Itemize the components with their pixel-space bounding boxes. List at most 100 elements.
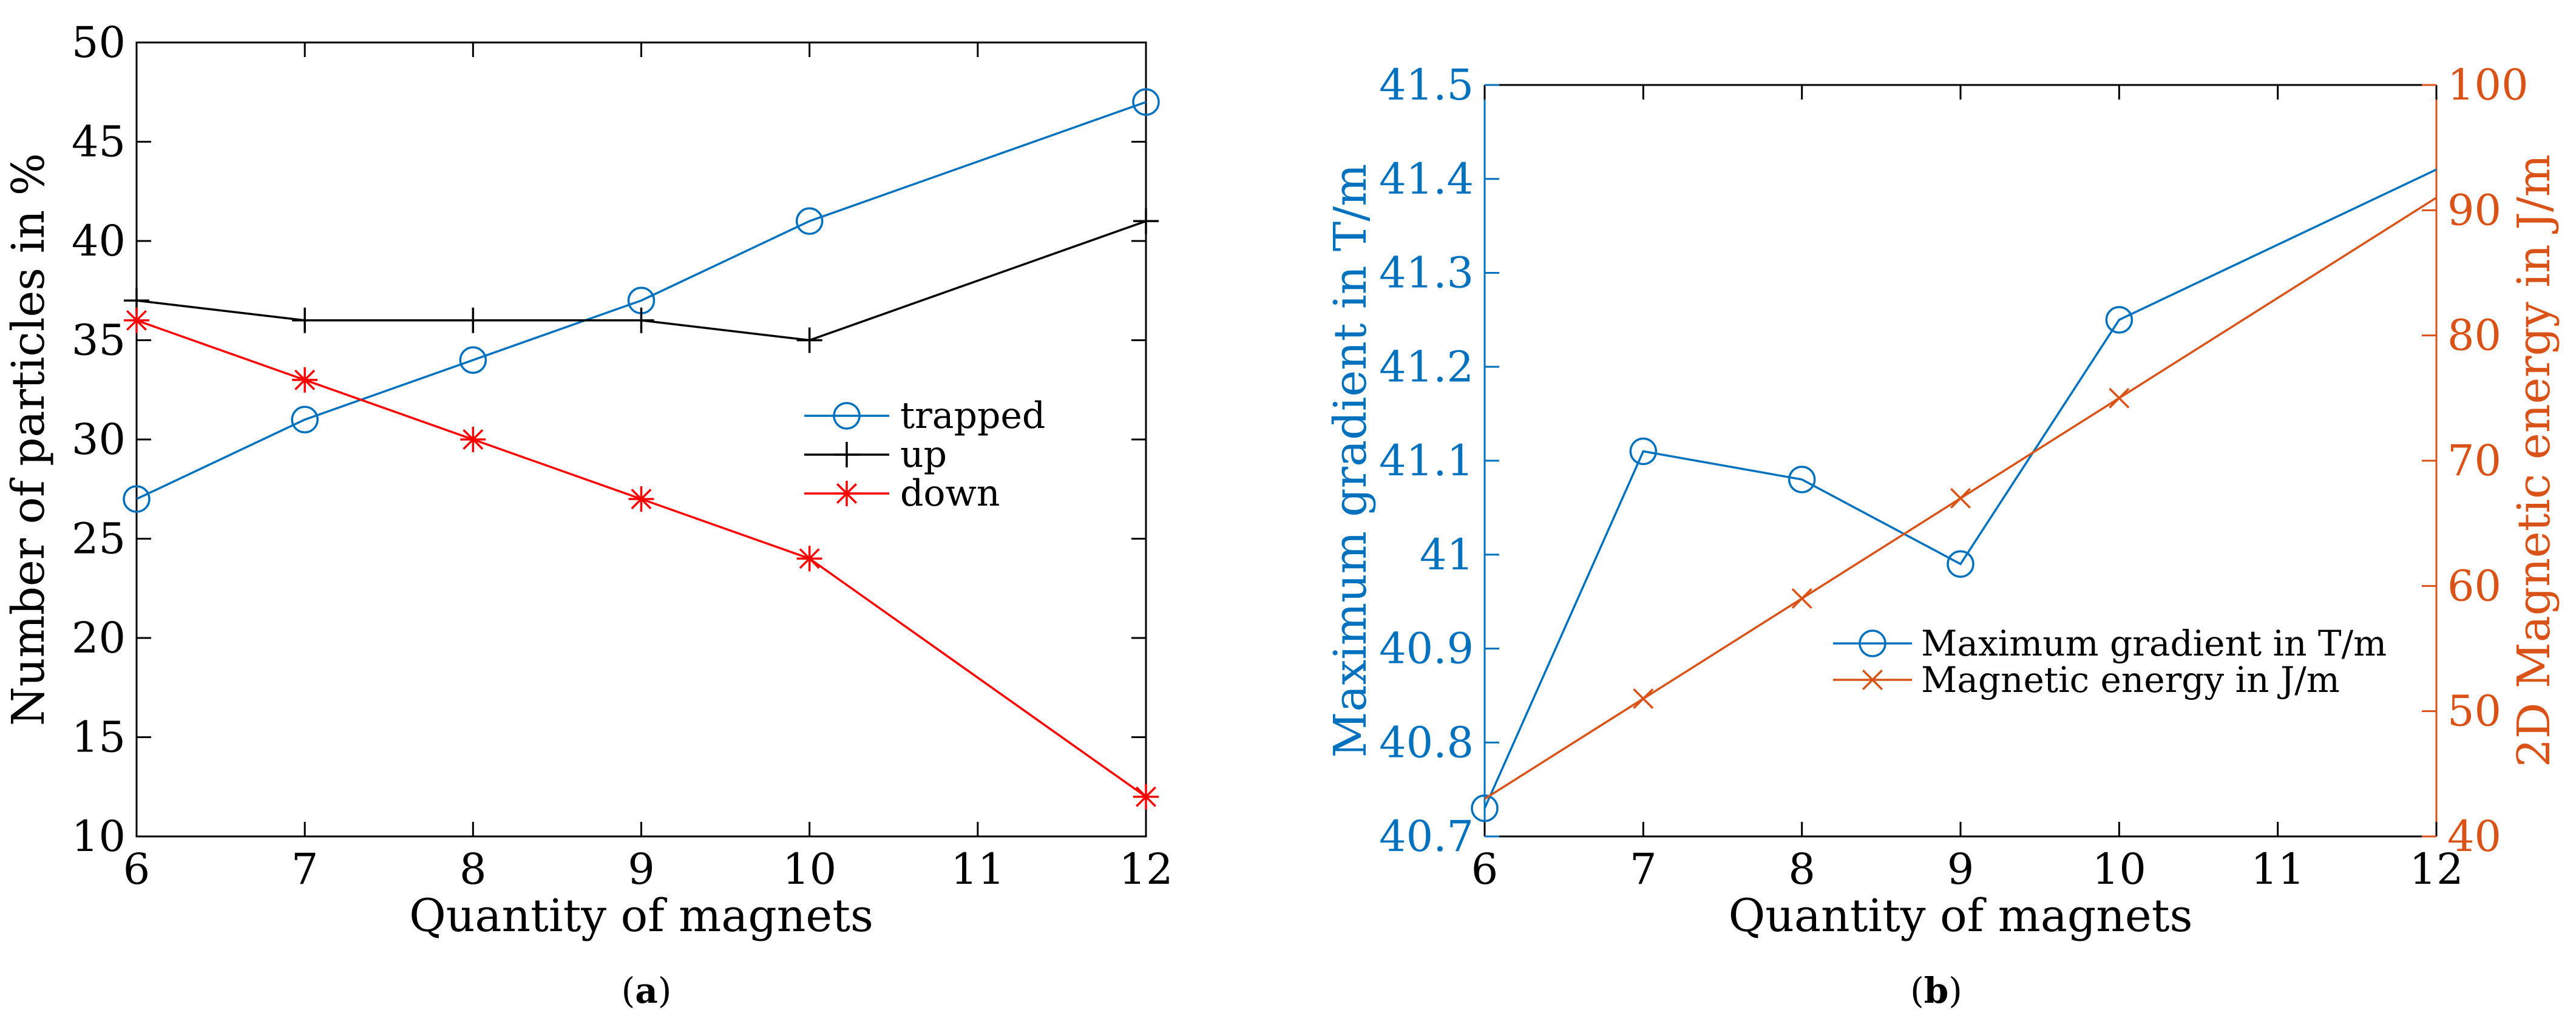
y-right-tick-label: 80 <box>2447 311 2501 361</box>
marker-up <box>1133 208 1159 234</box>
marker-down <box>124 307 149 333</box>
legend-marker-up <box>834 442 859 467</box>
series-line-trapped <box>136 101 1147 500</box>
y-right-tick-label: 50 <box>2447 687 2501 736</box>
series-left <box>1471 168 2437 822</box>
x-tick-label: 6 <box>1471 844 1499 894</box>
marker-trapped <box>1132 88 1160 116</box>
x-tick-label: 10 <box>2092 844 2146 894</box>
y-tick-label: 20 <box>72 613 126 663</box>
x-tick-label: 7 <box>1630 844 1657 894</box>
marker-trapped <box>291 405 319 434</box>
x-tick-label: 11 <box>951 844 1005 894</box>
y-right-tick-label: 40 <box>2447 812 2501 861</box>
series-right <box>1484 197 2437 800</box>
y-right-tick-label: 60 <box>2447 561 2501 611</box>
marker-right <box>1791 588 1812 609</box>
x-tick-label: 10 <box>782 844 836 894</box>
marker-trapped <box>459 346 487 374</box>
series-line-left <box>1483 168 2437 809</box>
panel-b-chart: 6 7 8 9 10 11 12 40.7 40.8 40.9 41 41.1 41.2 41.3 41.4… <box>1324 60 2560 942</box>
y-left-tick-label: 40.7 <box>1379 812 1474 861</box>
series-up <box>124 208 1159 353</box>
y-left-tick-label: 40.8 <box>1379 717 1474 767</box>
plot-frame <box>135 41 1147 838</box>
y-tick-label: 10 <box>72 812 126 861</box>
legend-label-down: down <box>900 472 1000 515</box>
y-tick-label: 15 <box>72 713 126 762</box>
legend-marker-right <box>1862 670 1883 690</box>
x-tick-label: 9 <box>1947 844 1974 894</box>
marker-down <box>460 427 486 452</box>
legend-marker-trapped <box>833 402 861 430</box>
caption-a-open: ( <box>622 970 636 1011</box>
x-tick-label: 8 <box>459 844 487 894</box>
series-line-down <box>136 319 1147 798</box>
x-tick-label: 9 <box>628 844 655 894</box>
y-tick-label: 50 <box>72 18 126 67</box>
x-axis-label: Quantity of magnets <box>1729 890 2193 942</box>
series-trapped <box>123 88 1160 513</box>
y-tick-label: 25 <box>72 514 126 564</box>
marker-up <box>628 307 654 333</box>
marker-left <box>1629 437 1658 466</box>
y-right-tick-label: 70 <box>2447 436 2501 486</box>
marker-up <box>292 307 318 333</box>
y-left-axis-label: Maximum gradient in T/m <box>1324 164 1377 758</box>
x-tick-label: 12 <box>1119 844 1173 894</box>
x-tick-label: 12 <box>2409 844 2463 894</box>
marker-down <box>292 367 318 393</box>
y-axis-label: Number of particles in % <box>2 153 55 726</box>
marker-up <box>460 307 486 333</box>
marker-right <box>2109 387 2130 409</box>
marker-left <box>1471 794 1499 822</box>
legend-label-up: up <box>900 433 947 476</box>
caption-b-open: ( <box>1910 970 1924 1011</box>
caption-a-close: ) <box>658 970 672 1011</box>
series-down <box>124 307 1159 810</box>
marker-down <box>796 546 822 572</box>
caption-a-letter: a <box>635 970 658 1011</box>
x-axis-label: Quantity of magnets <box>409 890 873 942</box>
marker-left <box>1947 550 1974 578</box>
y-tick-label: 45 <box>72 117 126 167</box>
y-right-tick-label: 100 <box>2447 60 2529 110</box>
marker-down <box>1133 784 1159 810</box>
marker-left <box>1788 466 1816 493</box>
panel-a-caption: (a) <box>622 970 672 1011</box>
y-left-tick-label: 41.5 <box>1379 60 1474 110</box>
caption-b-letter: b <box>1924 970 1949 1011</box>
marker-trapped <box>123 485 151 513</box>
y-right-axis-label: 2D Magnetic energy in J/m <box>2508 154 2560 767</box>
x-tick-label: 6 <box>123 844 151 894</box>
legend-label-left: Maximum gradient in T/m <box>1921 623 2387 664</box>
panel-a-chart: 6 7 8 9 10 11 12 10 15 20 25 30 35 40 45 50 Quantity of … <box>2 18 1173 942</box>
x-tick-label: 11 <box>2251 844 2305 894</box>
panel-b-caption: (b) <box>1910 970 1962 1011</box>
y-left-tick-label: 41 <box>1420 530 1474 580</box>
y-right-tick-label: 90 <box>2447 185 2501 235</box>
x-tick-label: 8 <box>1788 844 1815 894</box>
y-left-tick-label: 41.4 <box>1379 154 1474 204</box>
legend-marker-down <box>834 481 859 506</box>
legend-label-right: Magnetic energy in J/m <box>1921 659 2340 700</box>
y-tick-label: 35 <box>72 316 126 365</box>
marker-trapped <box>795 207 824 236</box>
marker-left <box>2105 306 2134 334</box>
y-left-tick-label: 41.2 <box>1379 342 1474 392</box>
marker-right <box>1950 487 1971 509</box>
y-tick-label: 30 <box>72 415 126 464</box>
series-line-up <box>136 220 1147 342</box>
caption-b-close: ) <box>1948 970 1962 1011</box>
legend-marker-left <box>1859 629 1886 657</box>
y-tick-label: 40 <box>72 216 126 266</box>
marker-down <box>628 486 654 512</box>
series-line-right <box>1484 197 2437 800</box>
marker-up <box>796 327 822 353</box>
legend-label-trapped: trapped <box>900 395 1045 437</box>
y-left-tick-label: 40.9 <box>1379 624 1474 674</box>
y-left-tick-label: 41.3 <box>1379 248 1474 298</box>
